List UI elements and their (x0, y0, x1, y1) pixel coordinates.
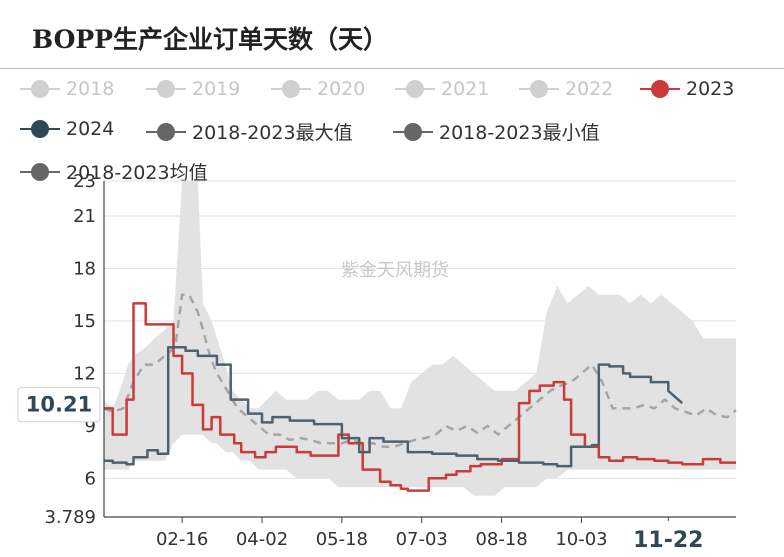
x-tick-label: 02-16 (156, 529, 208, 550)
legend-item-2024[interactable]: 2024 (20, 118, 114, 140)
x-tick-label: 07-03 (396, 529, 448, 550)
legend-marker-icon (20, 162, 60, 182)
legend-item-2021[interactable]: 2021 (395, 78, 489, 100)
legend-item-max[interactable]: 2018-2023最大值 (146, 118, 353, 145)
legend: 2018 2019 2020 2021 2022 2023 2024 2018-… (0, 74, 784, 184)
legend-marker-icon (393, 122, 433, 142)
x-tick-label: 05-18 (316, 529, 368, 550)
y-tick-label: 12 (73, 363, 96, 384)
legend-item-2020[interactable]: 2020 (271, 78, 365, 100)
legend-label: 2018-2023均值 (66, 162, 208, 184)
legend-label: 2019 (192, 78, 241, 100)
legend-marker-icon (146, 79, 186, 99)
legend-item-2023[interactable]: 2023 (640, 78, 734, 100)
x-marker-label: 11-22 (633, 528, 703, 553)
y-tick-label: 3.789 (44, 507, 96, 528)
y-tick-label: 9 (85, 416, 96, 437)
legend-marker-icon (271, 79, 311, 99)
legend-item-min[interactable]: 2018-2023最小值 (393, 118, 600, 145)
series-line-2023 (104, 302, 736, 492)
legend-marker-icon (20, 119, 60, 139)
legend-label: 2018-2023最小值 (439, 122, 600, 144)
legend-label: 2018-2023最大值 (192, 122, 353, 144)
series-line-2024 (104, 345, 684, 468)
legend-marker-icon (395, 79, 435, 99)
y-tick-label: 6 (85, 468, 96, 489)
chart-title: BOPP生产企业订单天数（天） (32, 25, 388, 54)
legend-marker-icon (20, 79, 60, 99)
legend-label: 2024 (66, 118, 115, 140)
y-tick-label: 15 (73, 311, 96, 332)
y-tick-label: 23 (73, 171, 96, 192)
legend-marker-icon (640, 79, 680, 99)
legend-marker-icon (519, 79, 559, 99)
legend-item-2019[interactable]: 2019 (146, 78, 240, 100)
title-divider (0, 68, 784, 69)
x-tick-label: 04-02 (236, 529, 288, 550)
legend-label: 2020 (317, 78, 366, 100)
legend-label: 2018 (66, 78, 115, 100)
y-marker-label: 10.21 (26, 393, 92, 417)
legend-label: 2022 (565, 78, 614, 100)
legend-label: 2023 (686, 78, 735, 100)
y-tick-label: 18 (73, 258, 96, 279)
y-tick-label: 21 (73, 206, 96, 227)
series-line-2018-2023均值 (103, 293, 737, 449)
max-min-band (104, 181, 736, 496)
legend-item-2018[interactable]: 2018 (20, 78, 114, 100)
x-marker-box (624, 521, 713, 555)
x-tick-label: 08-18 (475, 529, 527, 550)
watermark: 紫金天风期货 (341, 260, 449, 281)
y-marker-box (17, 387, 101, 423)
legend-marker-icon (146, 122, 186, 142)
legend-label: 2021 (441, 78, 490, 100)
x-tick-label: 10-03 (555, 529, 607, 550)
legend-item-2022[interactable]: 2022 (519, 78, 613, 100)
legend-item-mean[interactable]: 2018-2023均值 (20, 158, 208, 185)
